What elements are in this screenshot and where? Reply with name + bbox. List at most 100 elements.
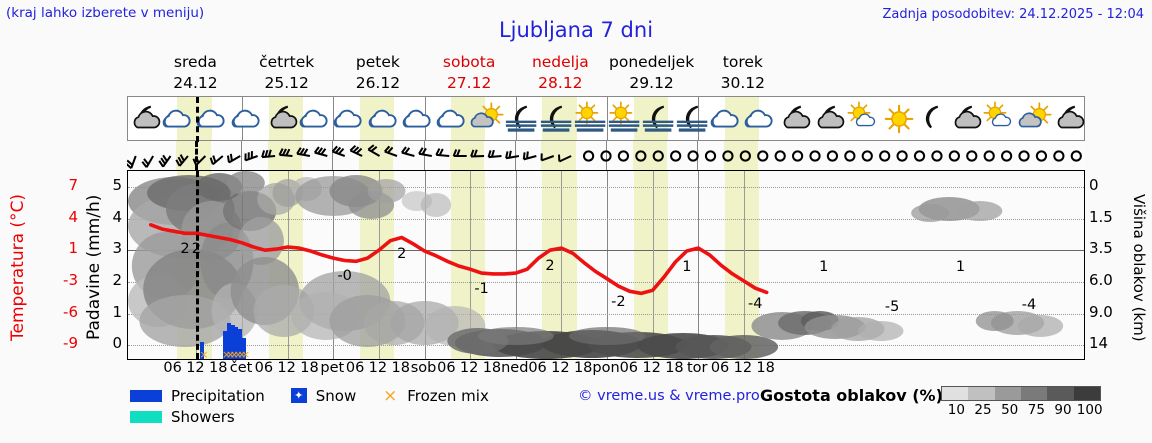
day-date: 29.12 (629, 74, 674, 92)
day-header-6: ponedeljek 29.12 (606, 52, 697, 96)
current-time-marker (196, 97, 200, 142)
cloud-icon (402, 101, 436, 137)
cloud-icon (333, 101, 367, 137)
cloud-density-swatch (1073, 387, 1100, 400)
cloud-density-colorbar (941, 386, 1101, 401)
temperature-point-label: 1 (819, 258, 829, 275)
cloud-icon (368, 101, 402, 137)
frozen-mix-marker-icon: × (225, 348, 236, 361)
day-name: četrtek (259, 53, 315, 71)
day-name: sreda (173, 53, 217, 71)
day-date: 26.12 (355, 74, 401, 92)
wind-barb-icon (367, 144, 381, 157)
current-time-marker (195, 141, 199, 170)
precipitation-bar (226, 322, 231, 359)
x-tick-label: 18 (209, 360, 228, 376)
precipitation-axis-title: Padavine (mm/h) (84, 194, 104, 341)
wind-barb-icon (175, 154, 189, 167)
vertical-gridline (652, 171, 654, 359)
wind-barb-icon (127, 155, 137, 169)
calm-wind-icon (670, 150, 682, 162)
moon-cloud-icon (778, 101, 812, 137)
day-separator (607, 171, 608, 359)
cloud-density-scale-label: 100 (1076, 402, 1103, 418)
legend-label-showers: Showers (171, 407, 235, 426)
wind-barb-icon (522, 151, 537, 161)
temperature-axis-title: Temperatura (°C) (8, 193, 28, 342)
credit-link[interactable]: © vreme.us & vreme.pro (578, 388, 760, 404)
sun-icon (881, 101, 915, 137)
x-tick-label: pon (592, 360, 620, 376)
legend-label-snow: Snow (315, 386, 357, 405)
precipitation-legend: Precipitation ✦ Snow × Frozen mix Shower… (130, 385, 560, 427)
precipitation-bar (230, 324, 235, 359)
x-tick-label: 18 (665, 360, 684, 376)
temperature-point-label: 1 (682, 258, 692, 275)
calm-wind-icon (722, 150, 734, 162)
day-separator (424, 171, 426, 359)
temperature-tick: 1 (68, 239, 78, 258)
precipitation-bar (223, 330, 228, 359)
cloud-icon (744, 101, 778, 137)
wind-barb-icon (313, 146, 328, 157)
temperature-tick: -6 (63, 302, 78, 321)
day-header-1: sreda 24.12 (150, 52, 241, 96)
precipitation-tick: 2 (112, 270, 122, 289)
precipitation-tick: 0 (112, 334, 122, 353)
cloud-height-tick: 1.5 (1089, 207, 1113, 226)
wind-barb-icon (331, 145, 346, 157)
sun-cloud-icon (1018, 101, 1052, 137)
x-tick-label: 12 (551, 360, 570, 376)
calm-wind-icon (704, 150, 717, 162)
x-tick-label: 06 (437, 360, 456, 376)
calm-wind-icon (1001, 150, 1013, 162)
frozen-mix-marker-icon: × (222, 348, 232, 361)
daylight-band (632, 141, 667, 170)
day-date: 30.12 (720, 74, 766, 92)
x-tick-label: 06 (619, 360, 639, 376)
wind-barb-icon (278, 148, 293, 157)
precipitation-tick: 3 (112, 239, 122, 258)
x-tick-label: 06 (254, 360, 274, 376)
showers-swatch (130, 410, 162, 423)
day-name: torek (722, 53, 763, 71)
day-separator (333, 97, 335, 140)
wind-barbs (127, 144, 1082, 169)
wind-barb-icon (244, 151, 258, 162)
cloud-density-scale-label: 50 (1001, 402, 1019, 418)
moon-fog-icon (504, 101, 538, 137)
sun-cloud-icon (470, 101, 504, 137)
frozen-mix-swatch-icon: × (383, 385, 398, 406)
moon-icon (915, 101, 949, 137)
gridline (128, 281, 1084, 283)
x-axis-tick-labels: 06 12 18 čet 06 12 18 pet 06 12 18 sob 06 12 18 ned 06 12… (127, 360, 1085, 380)
x-tick-label: 06 (345, 360, 365, 376)
moon-fog-icon (539, 101, 573, 137)
calm-wind-icon (652, 150, 664, 162)
cloud-snow-icon: ✻✻ (196, 101, 230, 137)
x-tick-label: 18 (756, 360, 775, 376)
day-separator (607, 97, 608, 140)
wind-barb-row (127, 141, 1085, 170)
moon-cloud-icon (128, 101, 162, 137)
day-header-row: sreda 24.12 četrtek 25.12 petek 26.12 sobota 27… (127, 52, 1085, 96)
x-tick-label: 12 (368, 360, 388, 376)
x-tick-label: 06 (528, 360, 547, 376)
day-date: 25.12 (264, 74, 309, 92)
day-header-7: torek 30.12 (697, 52, 788, 96)
page-title: Ljubljana 7 dni (498, 18, 654, 42)
wind-barb-icon (209, 155, 224, 166)
precipitation-swatch (130, 389, 162, 402)
calm-wind-icon (809, 150, 821, 162)
precipitation-tick: 4 (112, 207, 122, 226)
wind-barb-icon (418, 147, 432, 157)
cloud-density-scale-label: 75 (1027, 402, 1045, 418)
cloud-density-swatch (994, 387, 1021, 400)
day-separator (515, 171, 517, 359)
precipitation-bar (200, 341, 205, 359)
current-time-marker (196, 171, 200, 359)
calm-wind-icon (774, 150, 786, 162)
cloud-height-axis-title: Višina oblakov (km) (1130, 193, 1148, 342)
temperature-point-label: -2 (611, 294, 626, 311)
sun-fog-icon (573, 101, 607, 137)
